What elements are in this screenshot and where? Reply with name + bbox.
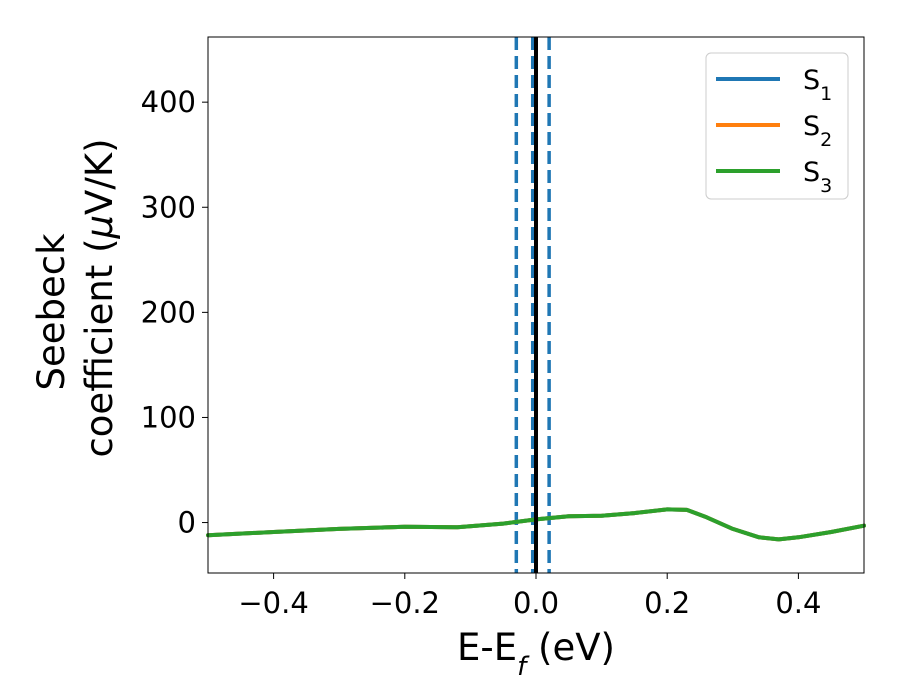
y-tick-label-1: 100 (141, 400, 196, 434)
y-axis-ticks: 0 100 200 300 400 (141, 85, 208, 540)
series-line-3 (206, 507, 866, 542)
legend-label-2: S2 (803, 111, 832, 151)
x-tick-label-0: −0.4 (238, 586, 308, 620)
y-tick-label-2: 200 (141, 295, 196, 329)
x-tick-label-4: 0.4 (775, 586, 821, 620)
legend-label-3: S3 (803, 157, 832, 197)
vertical-lines (514, 37, 551, 573)
y-tick-label-3: 300 (141, 190, 196, 224)
x-axis-title: E-Ef (eV) (457, 626, 615, 682)
x-axis-ticks: −0.4 −0.2 0.0 0.2 0.4 (238, 573, 821, 620)
legend-label-1: S1 (803, 65, 832, 105)
series-lines (206, 507, 866, 542)
legend: S1 S2 S3 (705, 52, 849, 200)
x-tick-label-3: 0.2 (644, 586, 690, 620)
y-axis-title-line2: coefficient (μV/K) (78, 138, 121, 457)
y-axis-title-line1: Seebeck (30, 233, 73, 391)
y-axis-title: Seebeck coefficient (μV/K) (30, 138, 121, 457)
y-tick-label-0: 0 (178, 506, 196, 540)
y-tick-label-4: 400 (141, 85, 196, 119)
x-tick-label-2: 0.0 (513, 586, 559, 620)
x-tick-label-1: −0.2 (370, 586, 440, 620)
